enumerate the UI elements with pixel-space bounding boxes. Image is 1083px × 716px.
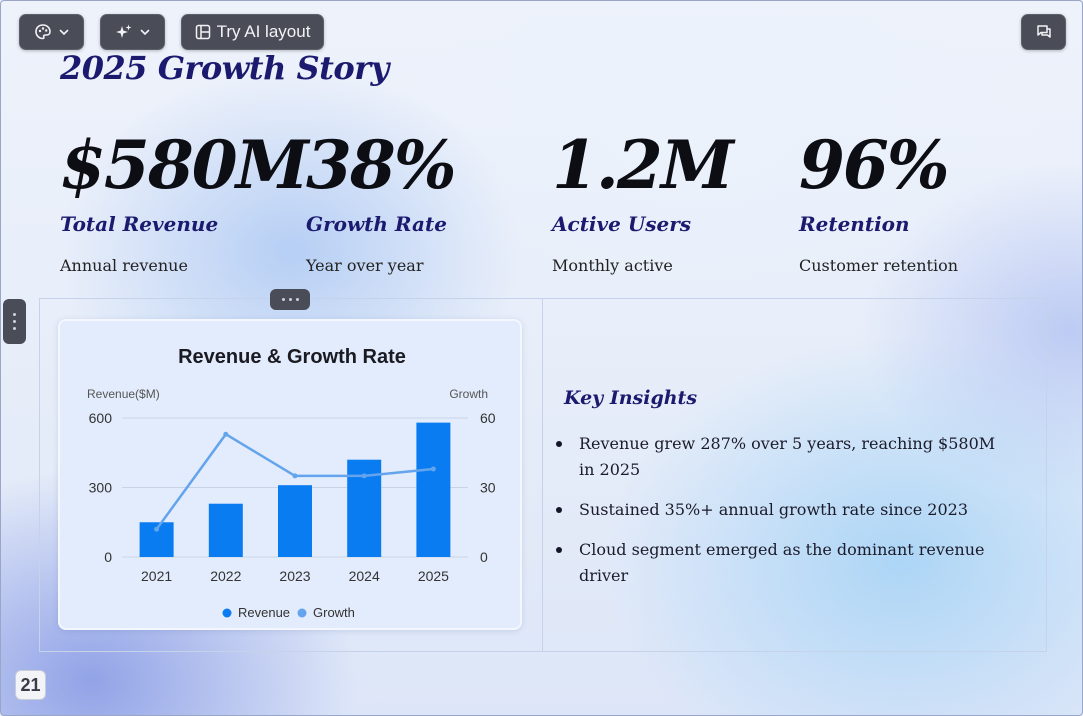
- y2-tick-label: 60: [480, 410, 496, 426]
- insight-text: Cloud segment emerged as the dominant re…: [579, 540, 985, 585]
- growth-point: [430, 466, 436, 472]
- stat-description: Annual revenue: [60, 256, 188, 275]
- stat-value: $580M: [60, 126, 309, 204]
- stat-value: 1.2M: [552, 126, 734, 204]
- stat-active-users[interactable]: 1.2M Active Users Monthly active: [552, 123, 792, 277]
- chevron-down-icon: [140, 29, 149, 36]
- y-tick-label: 600: [89, 410, 113, 426]
- y2-axis-label: Growth: [449, 387, 488, 401]
- layout-icon: [195, 24, 210, 40]
- bullet-icon: [556, 547, 562, 553]
- stat-retention[interactable]: 96% Retention Customer retention: [799, 123, 1039, 277]
- stat-label: Retention: [799, 212, 910, 236]
- bullet-icon: [556, 507, 562, 513]
- insight-text: Revenue grew 287% over 5 years, reaching…: [579, 434, 996, 479]
- theme-dropdown-button[interactable]: [19, 14, 84, 50]
- stat-label: Growth Rate: [306, 212, 447, 236]
- x-tick-label: 2021: [141, 568, 172, 584]
- chart-title: Revenue & Growth Rate: [178, 346, 406, 368]
- x-tick-label: 2022: [210, 568, 241, 584]
- sparkles-icon: [115, 24, 131, 38]
- insight-text: Sustained 35%+ annual growth rate since …: [579, 500, 968, 519]
- try-ai-layout-button[interactable]: Try AI layout: [181, 14, 324, 50]
- stat-description: Monthly active: [552, 256, 673, 275]
- stat-value: 38%: [306, 126, 457, 204]
- stat-label: Total Revenue: [60, 212, 219, 236]
- insights-list[interactable]: Revenue grew 287% over 5 years, reaching…: [556, 431, 1006, 603]
- try-ai-layout-label: Try AI layout: [216, 22, 311, 41]
- y-tick-label: 300: [89, 480, 113, 496]
- ai-dropdown-button[interactable]: [100, 14, 165, 50]
- legend-revenue-marker: [222, 608, 232, 618]
- x-tick-label: 2025: [418, 568, 449, 584]
- page-number-badge[interactable]: 21: [15, 670, 46, 700]
- y-axis-label: Revenue($M): [87, 387, 160, 401]
- stat-description: Customer retention: [799, 256, 958, 275]
- growth-point: [292, 473, 298, 479]
- growth-point: [223, 431, 229, 437]
- revenue-bar: [278, 485, 312, 557]
- slide-title[interactable]: 2025 Growth Story: [60, 49, 389, 87]
- stat-total-revenue[interactable]: $580M Total Revenue Annual revenue: [60, 123, 309, 277]
- insights-title[interactable]: Key Insights: [564, 387, 698, 409]
- stat-description: Year over year: [306, 256, 424, 275]
- insight-item: Cloud segment emerged as the dominant re…: [556, 537, 1006, 589]
- legend-growth-marker: [297, 608, 307, 618]
- column-drag-handle[interactable]: [270, 289, 310, 310]
- y-tick-label: 0: [104, 549, 112, 565]
- stat-growth-rate[interactable]: 38% Growth Rate Year over year: [306, 123, 546, 277]
- layout-selection-frame[interactable]: [39, 298, 1047, 652]
- revenue-bar: [208, 503, 243, 557]
- palette-icon: [34, 24, 51, 40]
- chart-svg: Revenue & Growth Rate Revenue($M) Growth…: [87, 346, 496, 620]
- x-tick-label: 2024: [349, 568, 380, 584]
- layout-column-divider: [542, 298, 543, 652]
- row-drag-handle[interactable]: [3, 299, 26, 344]
- legend-revenue-label: Revenue: [238, 605, 290, 620]
- comments-button[interactable]: [1021, 14, 1066, 50]
- legend-growth-label: Growth: [313, 605, 355, 620]
- chevron-down-icon: [59, 29, 68, 36]
- insight-item: Sustained 35%+ annual growth rate since …: [556, 497, 1006, 523]
- x-tick-label: 2023: [279, 568, 310, 584]
- y2-tick-label: 0: [480, 549, 488, 565]
- revenue-growth-chart[interactable]: Revenue & Growth Rate Revenue($M) Growth…: [58, 319, 522, 630]
- revenue-bar: [416, 422, 451, 557]
- growth-point: [361, 473, 367, 479]
- y2-tick-label: 30: [480, 480, 496, 496]
- insight-item: Revenue grew 287% over 5 years, reaching…: [556, 431, 1006, 483]
- growth-point: [154, 526, 160, 532]
- stat-value: 96%: [799, 126, 950, 204]
- comments-icon: [1036, 25, 1051, 38]
- bullet-icon: [556, 441, 562, 447]
- stat-label: Active Users: [552, 212, 692, 236]
